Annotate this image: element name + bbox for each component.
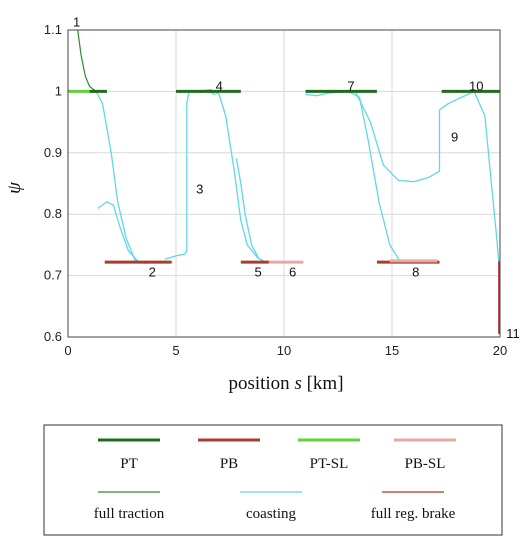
x-axis-label-variable: s: [294, 373, 301, 394]
point-label-10: 10: [469, 78, 483, 93]
point-label-5: 5: [254, 265, 261, 280]
legend-item-pb-sl: PB-SL: [394, 438, 456, 472]
coasting-curve: [164, 90, 216, 260]
point-label-4: 4: [216, 78, 223, 93]
point-label-6: 6: [289, 265, 296, 280]
x-axis-label-unit: [km]: [302, 373, 344, 394]
legend-item-full-traction: full traction: [94, 491, 165, 522]
legend-item-pt: PT: [98, 438, 160, 472]
point-label-8: 8: [412, 265, 419, 280]
legend-item-pt-sl: PT-SL: [298, 438, 360, 472]
legend-label: PT: [120, 456, 138, 472]
legend-item-pb: PB: [198, 438, 260, 472]
legend-label: coasting: [246, 506, 296, 522]
point-label-1: 1: [73, 15, 80, 30]
coasting-curve: [235, 158, 259, 258]
coasting-curve: [95, 90, 156, 264]
x-axis-label: position s [km]: [228, 373, 343, 394]
legend-item-full-reg-brake: full reg. brake: [371, 491, 456, 522]
y-tick-label: 0.7: [44, 268, 62, 283]
legend-label: PB-SL: [405, 456, 446, 472]
point-label-9: 9: [451, 129, 458, 144]
plot-frame: [67, 29, 501, 338]
grid: [67, 29, 501, 338]
x-tick-label: 5: [172, 343, 179, 358]
legend: PT PB PT-SL PB-SL full traction coasting full …: [94, 438, 456, 522]
legend-box: [43, 424, 503, 536]
point-label-2: 2: [149, 265, 156, 280]
legend-item-coasting: coasting: [240, 491, 302, 522]
y-tick-label: 0.9: [44, 145, 62, 160]
coasting-curve: [97, 201, 138, 261]
y-tick-label: 1: [55, 83, 62, 98]
point-annotations: 1 2 3 4 5 6 7 8 9 10 11: [73, 15, 520, 341]
y-tick-label: 0.8: [44, 206, 62, 221]
point-label-3: 3: [196, 182, 203, 197]
legend-label: full traction: [94, 506, 165, 522]
point-label-11: 11: [506, 326, 520, 341]
legend-label: full reg. brake: [371, 506, 456, 522]
legend-label: PB: [220, 456, 238, 472]
coasting-curve: [354, 90, 500, 264]
legend-label: PT-SL: [310, 456, 349, 472]
point-label-7: 7: [347, 78, 354, 93]
tick-labels: 0 5 10 15 20 0.6 0.7 0.8 0.9 1 1.1: [44, 22, 507, 358]
full-traction-curve: [77, 29, 97, 92]
y-tick-label: 0.6: [44, 329, 62, 344]
x-tick-label: 10: [277, 343, 291, 358]
coasting-curve: [304, 90, 402, 263]
y-tick-label: 1.1: [44, 22, 62, 37]
x-tick-label: 0: [64, 343, 71, 358]
coasting-curve: [196, 88, 268, 263]
y-axis-label: ψ: [4, 181, 25, 194]
chart-marks: [68, 29, 500, 334]
x-tick-label: 15: [385, 343, 399, 358]
x-axis-label-prefix: position: [228, 373, 294, 394]
x-tick-label: 20: [493, 343, 507, 358]
